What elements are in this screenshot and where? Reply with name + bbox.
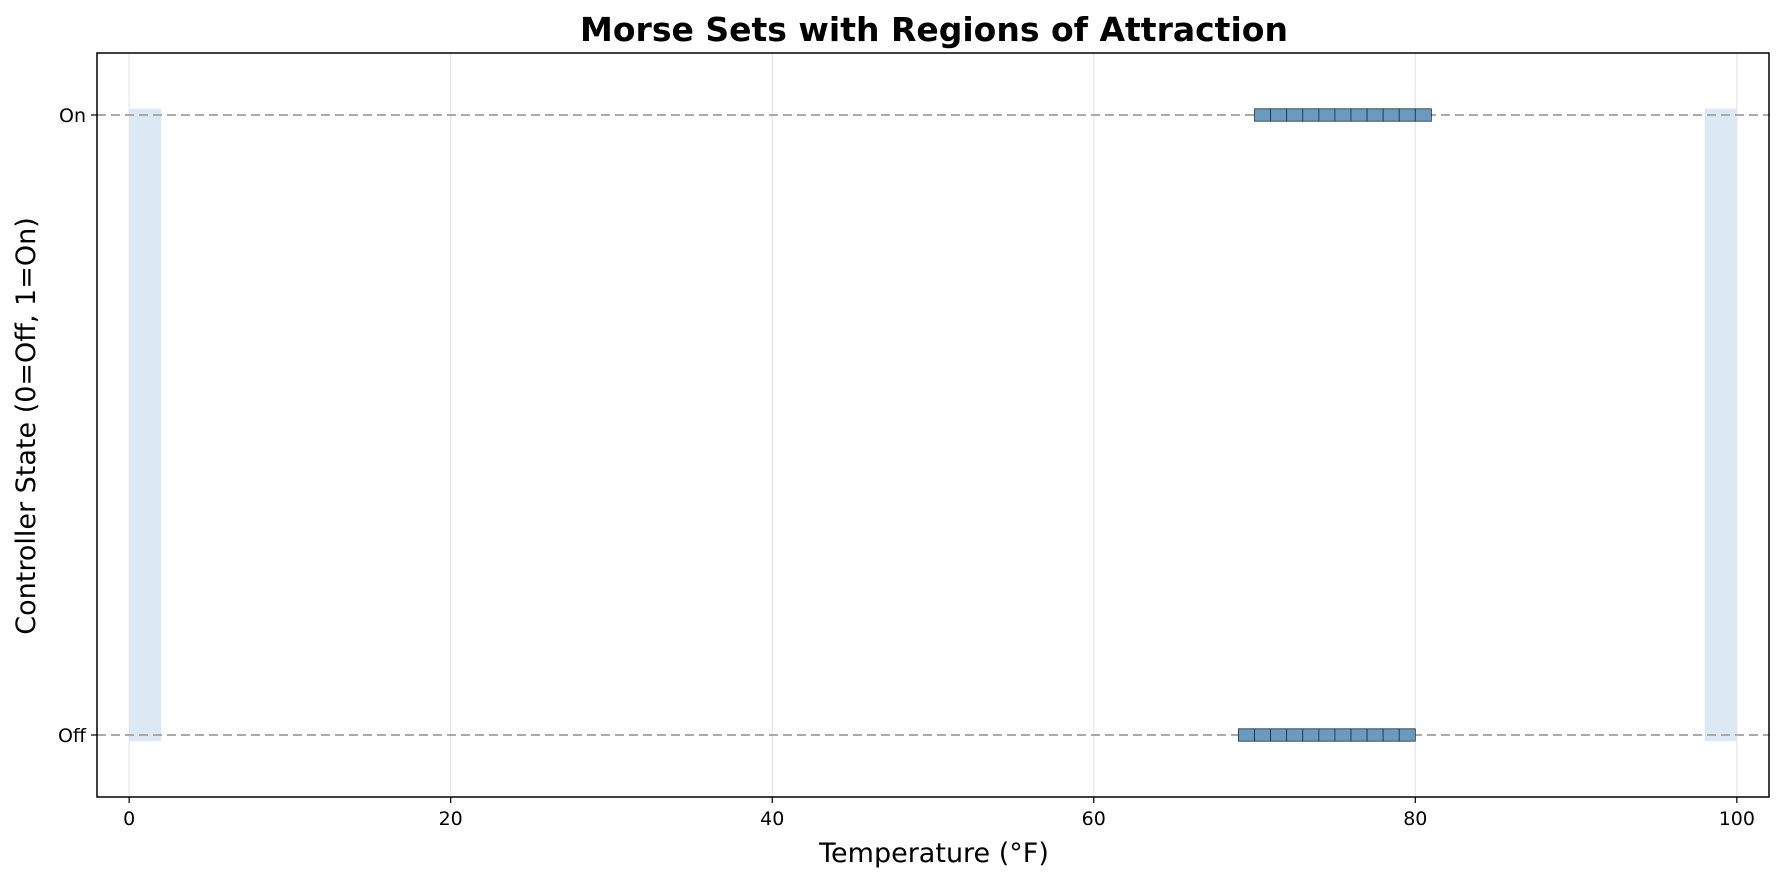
morse-cell	[1414, 108, 1432, 122]
x-axis-ticks: 0 20 40 60 80 100	[123, 797, 1755, 830]
x-tick-label: 40	[760, 808, 784, 830]
y-tick-label: Off	[58, 725, 87, 747]
morse-cell	[1302, 728, 1320, 742]
morse-cell	[1270, 108, 1288, 122]
x-tick-label: 60	[1082, 808, 1106, 830]
x-tick-label: 20	[439, 808, 463, 830]
chart-title: Morse Sets with Regions of Attraction	[580, 10, 1288, 49]
morse-cell	[1286, 108, 1304, 122]
region-of-attraction	[1704, 108, 1737, 742]
morse-cell	[1238, 728, 1255, 742]
axes-frame	[96, 52, 1770, 798]
morse-cell	[1398, 728, 1416, 742]
morse-cell	[1318, 108, 1336, 122]
y-axis-ticks: Off On	[58, 105, 97, 747]
y-tick-label: On	[59, 105, 86, 127]
x-tick-label: 0	[123, 808, 135, 830]
morse-cell	[1350, 108, 1368, 122]
morse-cell	[1318, 728, 1336, 742]
region-of-attraction	[129, 108, 162, 742]
morse-cell	[1254, 108, 1272, 122]
regions-of-attraction	[129, 108, 1737, 742]
morse-cell	[1334, 108, 1352, 122]
morse-sets	[1238, 108, 1432, 742]
x-axis-label: Temperature (°F)	[818, 838, 1049, 869]
morse-cell	[1350, 728, 1368, 742]
x-tick-label: 100	[1719, 808, 1755, 830]
morse-cell	[1366, 728, 1384, 742]
grid-layer	[128, 53, 1738, 797]
y-axis-label: Controller State (0=Off, 1=On)	[11, 217, 42, 635]
morse-cell	[1382, 108, 1400, 122]
state-reference-lines	[97, 114, 1769, 736]
x-tick-label: 80	[1403, 808, 1427, 830]
morse-cell	[1270, 728, 1288, 742]
morse-cell	[1302, 108, 1320, 122]
morse-cell	[1398, 108, 1416, 122]
morse-cell	[1366, 108, 1384, 122]
morse-cell	[1286, 728, 1304, 742]
morse-cell	[1334, 728, 1352, 742]
morse-cell	[1382, 728, 1400, 742]
morse-cell	[1254, 728, 1272, 742]
